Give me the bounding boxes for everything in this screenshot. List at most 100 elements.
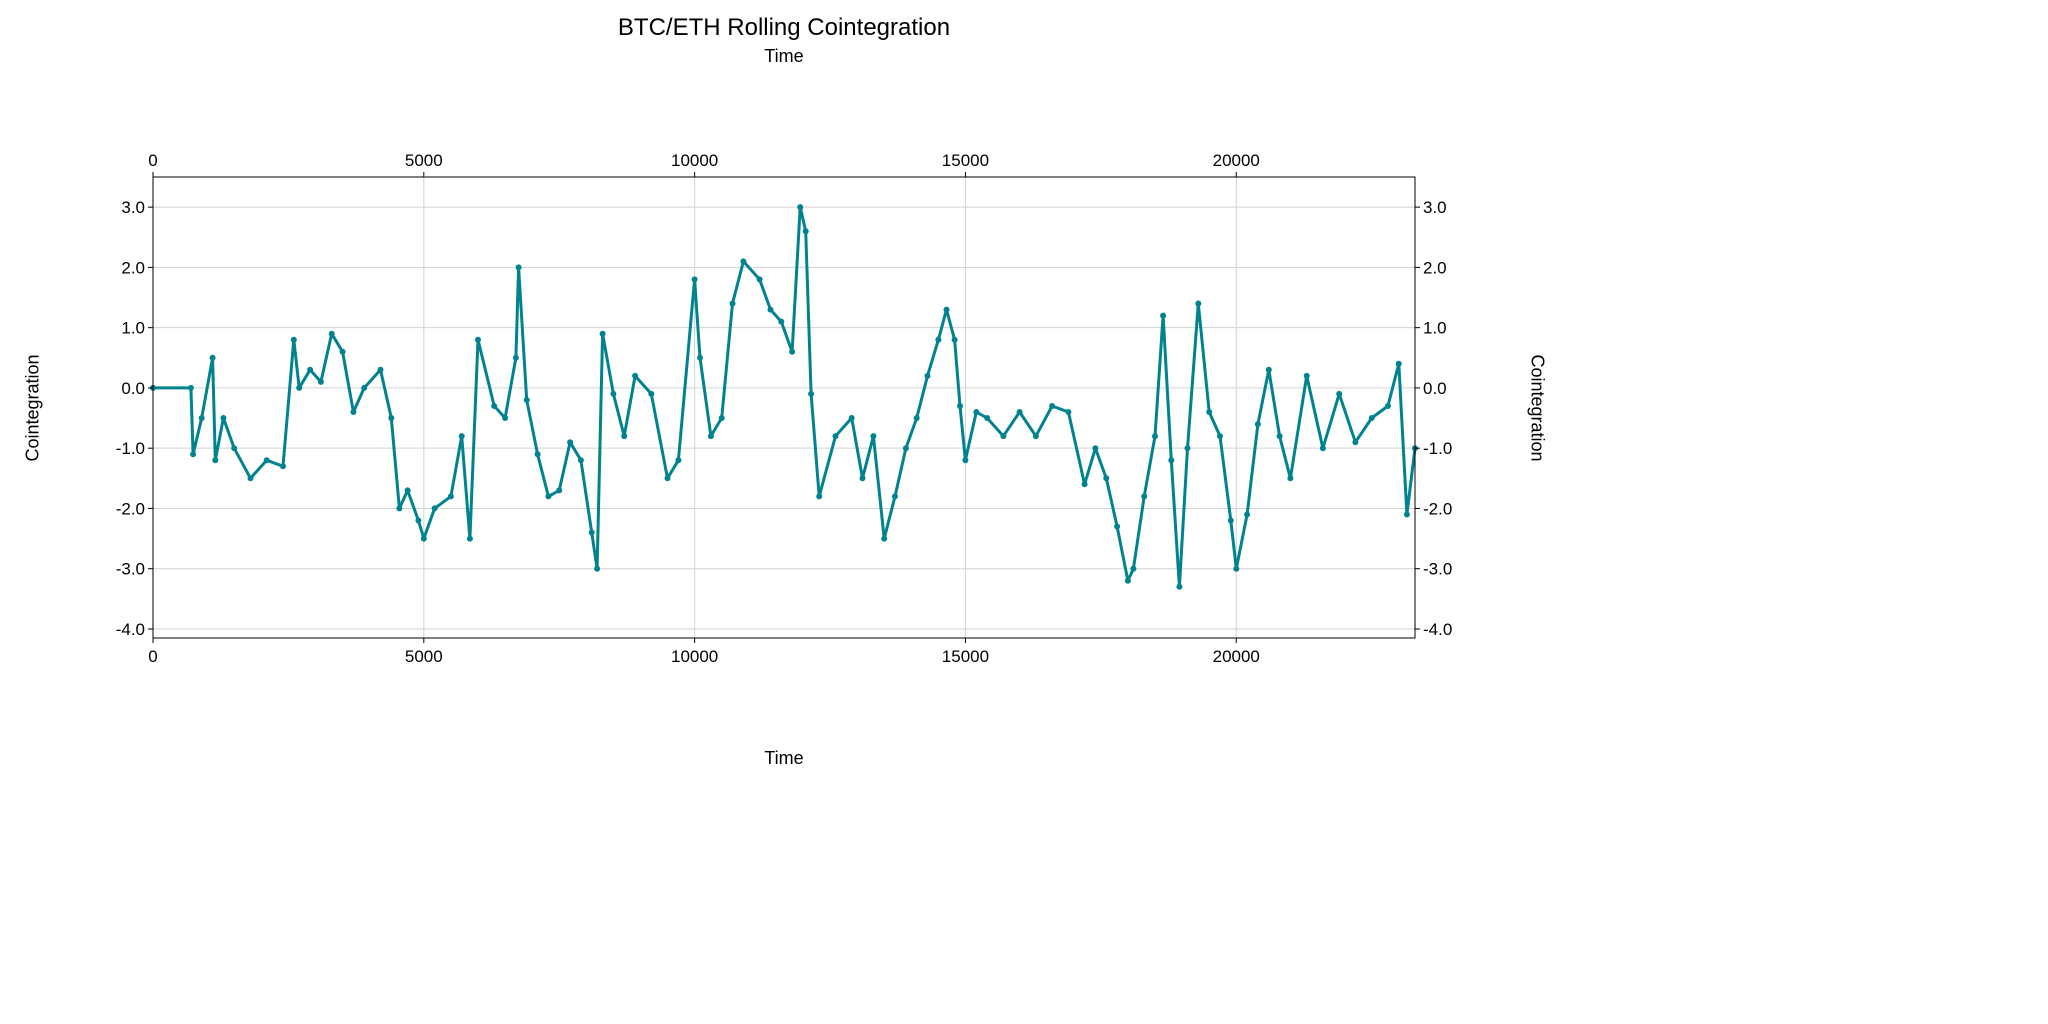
data-point <box>859 475 866 482</box>
data-point <box>296 384 303 391</box>
data-point <box>1032 433 1039 440</box>
data-point <box>594 565 601 572</box>
series-line <box>153 205 1417 589</box>
data-point <box>415 517 422 524</box>
data-point <box>816 493 823 500</box>
data-point <box>1384 403 1391 409</box>
y-tick-label-right: 3.0 <box>1423 198 1447 217</box>
data-series <box>150 204 1418 590</box>
data-point <box>475 336 481 343</box>
data-point <box>187 384 194 391</box>
data-point <box>1184 445 1191 452</box>
data-point <box>1206 409 1213 415</box>
y-tick-label-left: 1.0 <box>121 319 145 338</box>
data-point <box>1081 481 1088 488</box>
data-point <box>1195 300 1202 307</box>
y-tick-label-right: 1.0 <box>1423 319 1447 338</box>
data-point <box>466 535 473 542</box>
x-tick-label-top: 10000 <box>671 151 718 170</box>
data-point <box>610 390 617 397</box>
data-point <box>577 457 584 464</box>
data-point <box>984 415 991 421</box>
data-point <box>870 433 877 440</box>
data-point <box>797 204 804 211</box>
data-point <box>1160 312 1167 319</box>
data-point <box>567 439 574 446</box>
data-point <box>1049 403 1056 409</box>
data-point <box>902 445 909 452</box>
y-tick-label-left: 2.0 <box>121 258 145 277</box>
data-point <box>675 457 682 464</box>
data-point <box>848 415 855 421</box>
data-point <box>802 228 809 235</box>
x-tick-label-top: 20000 <box>1213 151 1260 170</box>
data-point <box>789 348 796 355</box>
data-point <box>220 415 227 421</box>
data-point <box>1276 433 1283 440</box>
data-point <box>621 433 628 440</box>
data-point <box>1176 583 1183 590</box>
data-point <box>1217 433 1223 440</box>
data-point <box>396 505 403 512</box>
data-point <box>1395 360 1402 367</box>
y-tick-label-right: 2.0 <box>1423 258 1447 277</box>
data-point <box>957 403 963 409</box>
data-point <box>1303 372 1310 379</box>
data-point <box>1114 523 1121 530</box>
data-point <box>1016 409 1023 415</box>
data-point <box>1130 565 1137 572</box>
top-x-axis-label: Time <box>764 46 804 66</box>
data-point <box>1000 433 1007 440</box>
x-tick-label-bottom: 10000 <box>671 647 718 666</box>
data-point <box>808 390 815 397</box>
data-point <box>962 457 969 464</box>
data-point <box>328 330 335 337</box>
data-point <box>290 336 297 343</box>
grid-lines <box>152 177 1415 638</box>
data-point <box>707 433 714 440</box>
data-point <box>247 475 254 482</box>
data-point <box>263 457 270 464</box>
data-point <box>973 409 980 415</box>
data-point <box>1265 366 1272 373</box>
y-tick-label-left: -1.0 <box>116 439 145 458</box>
data-point <box>691 276 698 283</box>
data-point <box>935 336 942 343</box>
data-point <box>556 487 563 494</box>
data-point <box>1152 433 1158 440</box>
data-point <box>1103 475 1110 482</box>
data-point <box>1141 493 1148 500</box>
data-point <box>729 300 736 307</box>
data-point <box>212 457 219 464</box>
data-point <box>1233 565 1240 572</box>
data-point <box>420 535 427 542</box>
x-tick-label-top: 0 <box>148 151 157 170</box>
data-point <box>317 378 324 385</box>
data-point <box>697 354 703 361</box>
data-point <box>632 372 639 379</box>
y-tick-label-right: -4.0 <box>1423 620 1452 639</box>
data-point <box>447 493 454 500</box>
data-point <box>778 318 785 325</box>
data-point <box>388 415 395 421</box>
y-tick-label-left: 0.0 <box>121 379 145 398</box>
data-point <box>307 366 314 373</box>
data-point <box>1403 511 1410 518</box>
data-point <box>231 445 238 452</box>
y-tick-label-left: -3.0 <box>116 560 145 579</box>
x-tick-label-bottom: 15000 <box>942 647 989 666</box>
x-tick-label-top: 15000 <box>942 151 989 170</box>
data-point <box>1124 577 1131 584</box>
data-point <box>523 397 530 403</box>
y-tick-label-right: -3.0 <box>1423 560 1452 579</box>
data-point <box>502 415 509 421</box>
data-point <box>1227 517 1234 524</box>
y-tick-label-right: -2.0 <box>1423 499 1452 518</box>
data-point <box>1287 475 1294 482</box>
data-point <box>881 535 888 542</box>
data-point <box>892 493 898 500</box>
data-point <box>648 390 655 397</box>
data-point <box>350 409 357 415</box>
data-point <box>545 493 552 500</box>
